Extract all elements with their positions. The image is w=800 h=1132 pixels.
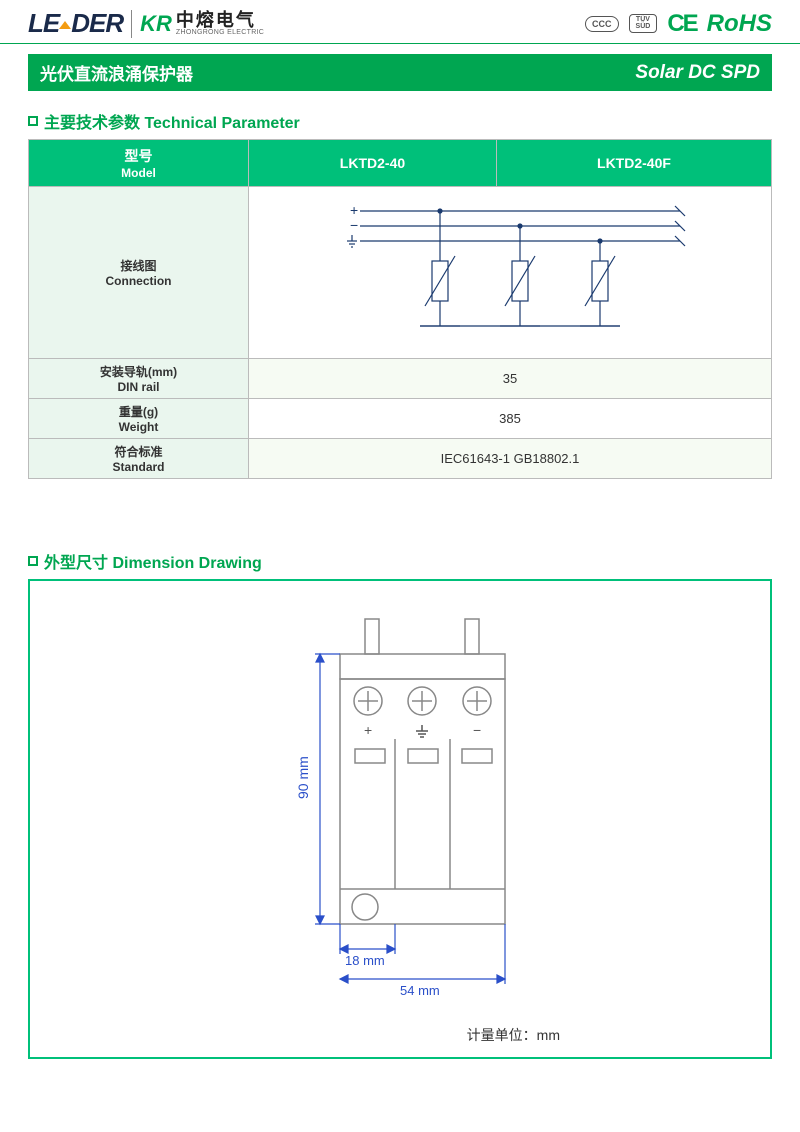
dim-slot: 18 mm [345, 953, 385, 968]
col-model: 型号 Model [29, 140, 249, 187]
unit-note: 计量单位：mm [467, 1025, 560, 1045]
ccc-badge: CCC [585, 16, 619, 32]
connection-diagram: + − [320, 191, 700, 351]
zr-name-cn: 中熔电气 [176, 11, 264, 29]
row-standard-label: 符合标准 Standard [29, 439, 249, 479]
title-en: Solar DC SPD [635, 62, 760, 84]
svg-text:+: + [350, 202, 358, 218]
tuv-badge: TÜVSÜD [629, 14, 658, 33]
certifications: CCC TÜVSÜD CE RoHS [585, 10, 772, 38]
dim-height: 90 mm [295, 756, 311, 799]
col-model1: LKTD2-40 [249, 140, 497, 187]
dimension-heading-text: 外型尺寸 Dimension Drawing [44, 549, 262, 573]
connection-diagram-cell: + − [249, 187, 772, 359]
col-model2: LKTD2-40F [496, 140, 771, 187]
rohs-badge: RoHS [707, 10, 772, 38]
val-din: 35 [249, 359, 772, 399]
tech-param-heading: 主要技术参数 Technical Parameter [28, 109, 772, 133]
svg-text:−: − [350, 217, 358, 233]
svg-text:+: + [364, 722, 372, 738]
dim-width: 54 mm [400, 983, 440, 998]
val-standard: IEC61643-1 GB18802.1 [249, 439, 772, 479]
dimension-heading: 外型尺寸 Dimension Drawing [28, 549, 772, 573]
val-weight: 385 [249, 399, 772, 439]
logo-divider [131, 10, 132, 38]
title-cn: 光伏直流浪涌保护器 [40, 60, 193, 85]
row-connection-label: 接线图 Connection [29, 187, 249, 359]
title-bar: 光伏直流浪涌保护器 Solar DC SPD [28, 54, 772, 91]
dimension-drawing-box: + − 90 mm [28, 579, 772, 1059]
tech-param-heading-text: 主要技术参数 Technical Parameter [44, 109, 300, 133]
row-din-label: 安装导轨(mm) DIN rail [29, 359, 249, 399]
svg-text:−: − [473, 722, 481, 738]
page-header: LEDER KR 中熔电气 ZHONGRONG ELECTRIC CCC TÜV… [0, 0, 800, 44]
zr-name-en: ZHONGRONG ELECTRIC [176, 29, 264, 36]
ce-badge: CE [667, 10, 696, 38]
bullet-icon [28, 556, 38, 566]
row-weight-label: 重量(g) Weight [29, 399, 249, 439]
logo-group: LEDER KR 中熔电气 ZHONGRONG ELECTRIC [28, 8, 264, 39]
technical-parameter-table: 型号 Model LKTD2-40 LKTD2-40F 接线图 Connecti… [28, 139, 772, 479]
leader-logo: LEDER [28, 8, 123, 39]
zhongrong-logo: KR 中熔电气 ZHONGRONG ELECTRIC [140, 11, 264, 37]
dimension-drawing: + − 90 mm [230, 609, 570, 1029]
zr-mark: KR [140, 11, 172, 37]
bullet-icon [28, 116, 38, 126]
